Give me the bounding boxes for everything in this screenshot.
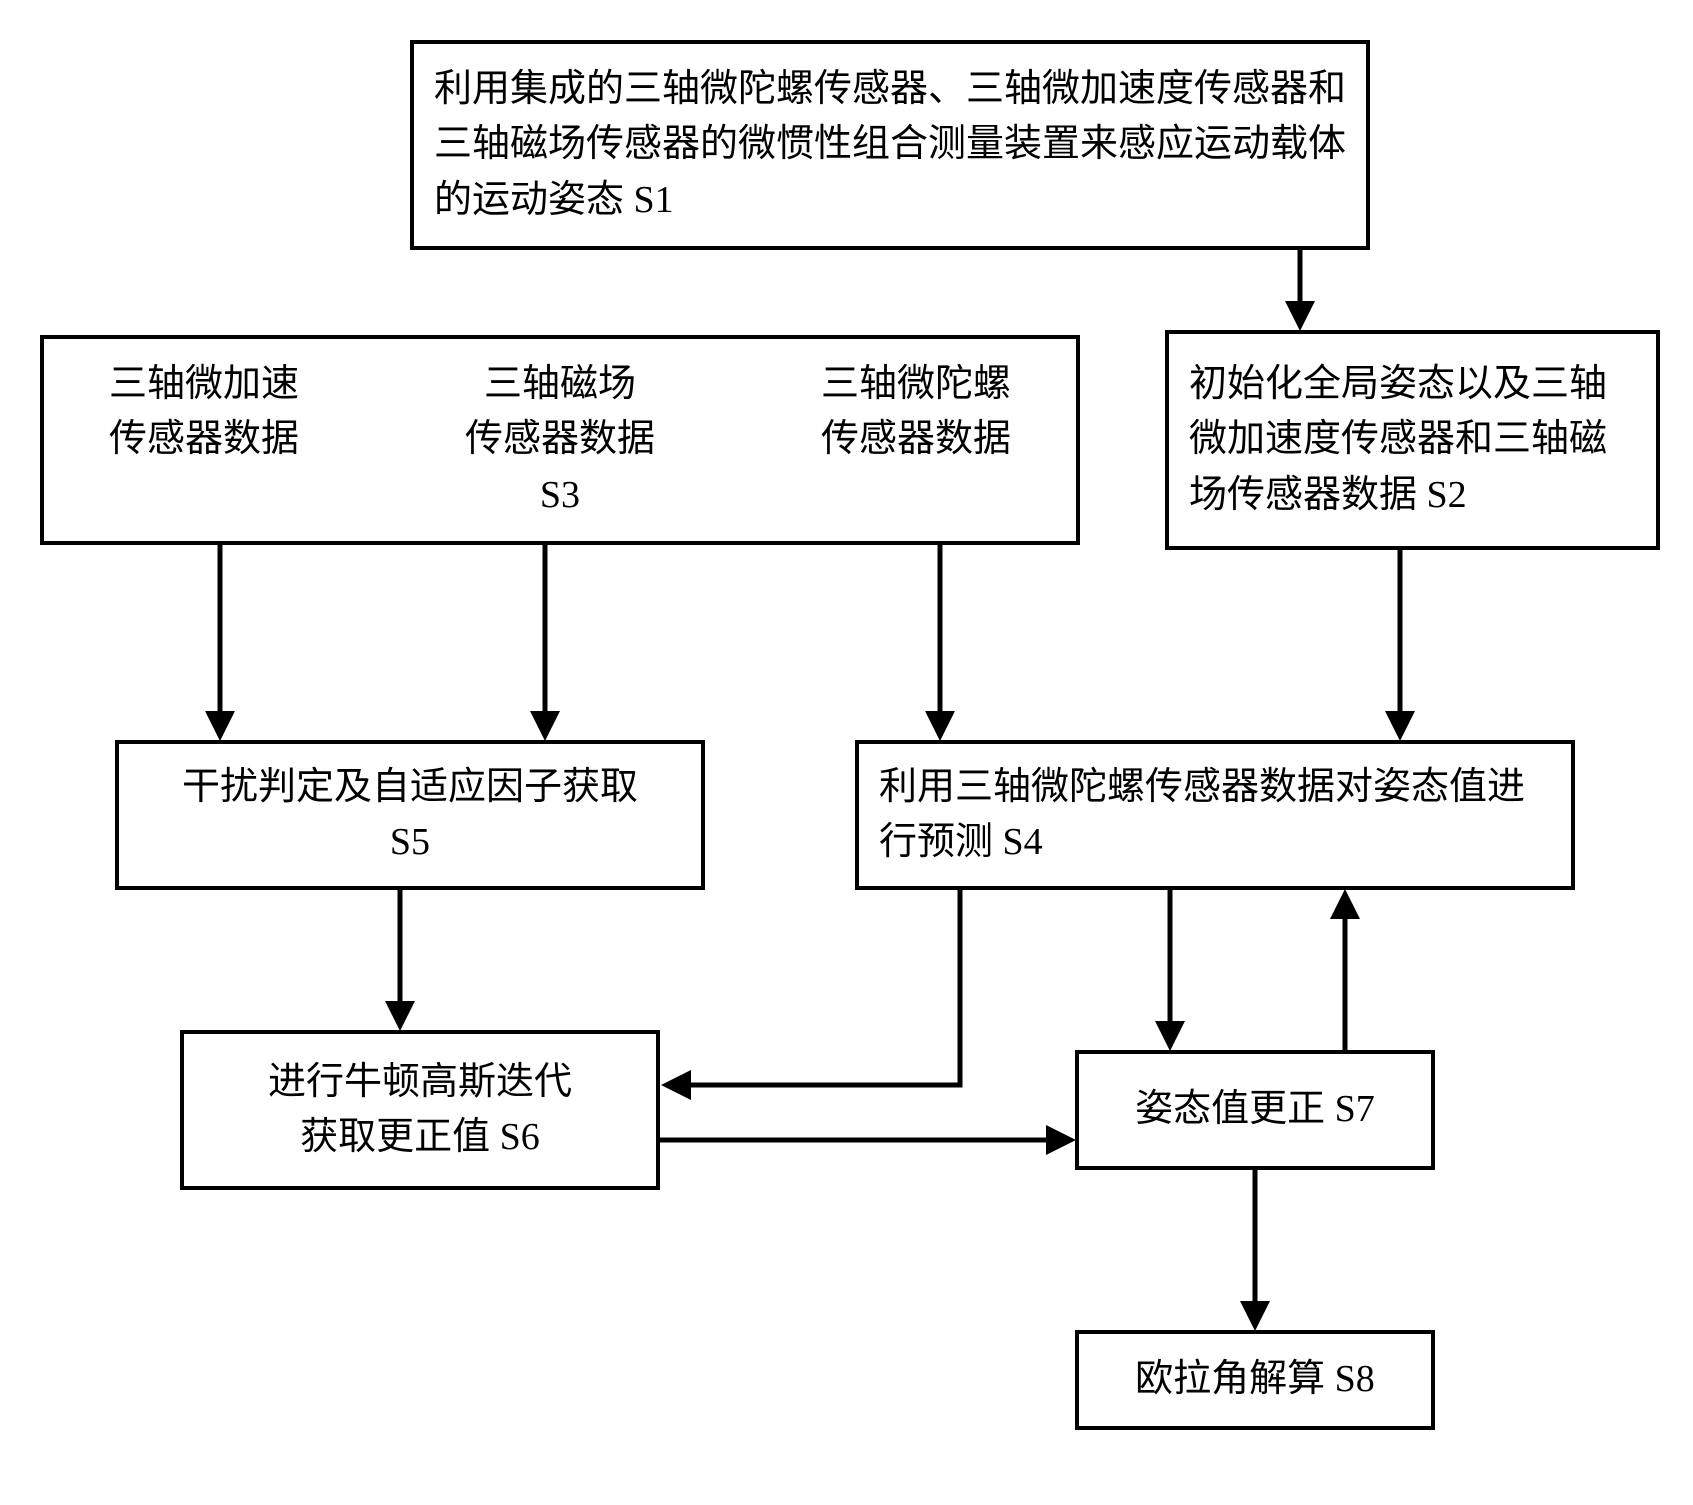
node-s3-col2: 三轴磁场传感器数据S3 <box>430 357 690 522</box>
node-s3-col1-text: 三轴微加速传感器数据 <box>109 363 299 460</box>
node-s6-text: 进行牛顿高斯迭代获取更正值 S6 <box>268 1055 572 1165</box>
node-s3-col3-text: 三轴微陀螺传感器数据 <box>821 363 1011 460</box>
node-s1-text: 利用集成的三轴微陀螺传感器、三轴微加速度传感器和三轴磁场传感器的微惯性组合测量装… <box>434 62 1346 227</box>
node-s3-col2-text: 三轴磁场传感器数据S3 <box>465 363 655 515</box>
node-s6: 进行牛顿高斯迭代获取更正值 S6 <box>180 1030 660 1190</box>
edge-s4-s6 <box>666 890 960 1085</box>
node-s3-col1: 三轴微加速传感器数据 <box>74 357 334 467</box>
node-s2: 初始化全局姿态以及三轴微加速度传感器和三轴磁场传感器数据 S2 <box>1165 330 1660 550</box>
node-s3-col3: 三轴微陀螺传感器数据 <box>786 357 1046 467</box>
node-s1: 利用集成的三轴微陀螺传感器、三轴微加速度传感器和三轴磁场传感器的微惯性组合测量装… <box>410 40 1370 250</box>
node-s3: 三轴微加速传感器数据 三轴磁场传感器数据S3 三轴微陀螺传感器数据 <box>40 335 1080 545</box>
node-s5: 干扰判定及自适应因子获取S5 <box>115 740 705 890</box>
node-s7-text: 姿态值更正 S7 <box>1135 1082 1375 1137</box>
node-s8-text: 欧拉角解算 S8 <box>1135 1352 1375 1407</box>
node-s2-text: 初始化全局姿态以及三轴微加速度传感器和三轴磁场传感器数据 S2 <box>1189 357 1636 522</box>
node-s7: 姿态值更正 S7 <box>1075 1050 1435 1170</box>
node-s8: 欧拉角解算 S8 <box>1075 1330 1435 1430</box>
node-s4-text: 利用三轴微陀螺传感器数据对姿态值进行预测 S4 <box>879 760 1551 870</box>
node-s3-inner: 三轴微加速传感器数据 三轴磁场传感器数据S3 三轴微陀螺传感器数据 <box>74 357 1046 522</box>
node-s5-text: 干扰判定及自适应因子获取S5 <box>182 760 638 870</box>
node-s4: 利用三轴微陀螺传感器数据对姿态值进行预测 S4 <box>855 740 1575 890</box>
